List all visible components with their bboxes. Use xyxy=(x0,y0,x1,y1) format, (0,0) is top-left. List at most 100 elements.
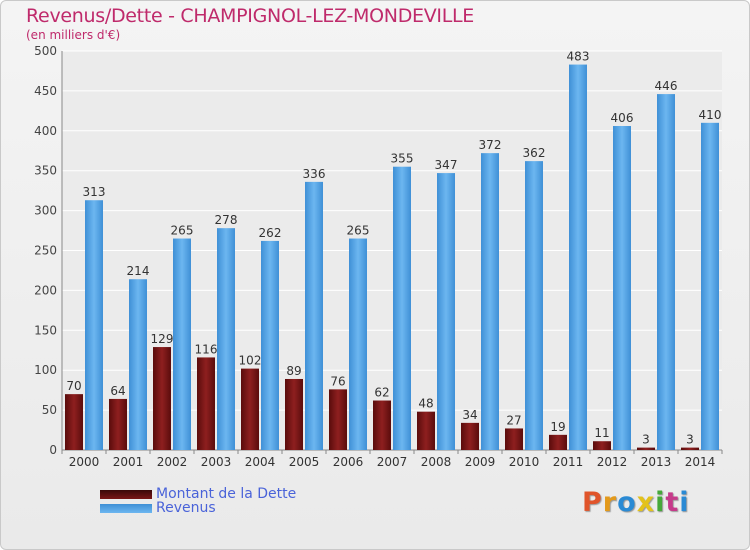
x-tick-label: 2000 xyxy=(69,455,100,469)
data-label-revenus-2003: 278 xyxy=(215,213,238,227)
data-label-dette-2000: 70 xyxy=(66,379,81,393)
x-tick-label: 2006 xyxy=(333,455,364,469)
bar-revenus-2013 xyxy=(657,94,675,450)
data-label-revenus-2000: 313 xyxy=(83,185,106,199)
x-tick-label: 2012 xyxy=(597,455,628,469)
bar-revenus-2007 xyxy=(393,166,411,450)
data-label-revenus-2004: 262 xyxy=(259,226,282,240)
bar-dette-2010 xyxy=(505,428,523,450)
bar-dette-2014 xyxy=(681,447,699,450)
chart-title: Revenus/Dette - CHAMPIGNOL-LEZ-MONDEVILL… xyxy=(26,5,475,27)
data-label-revenus-2002: 265 xyxy=(171,224,194,238)
bar-dette-2008 xyxy=(417,411,435,450)
data-label-revenus-2009: 372 xyxy=(479,138,502,152)
logo-letter: i xyxy=(655,487,666,518)
data-label-dette-2013: 3 xyxy=(642,433,650,447)
bar-dette-2011 xyxy=(549,434,567,450)
legend-label-revenus: Revenus xyxy=(156,500,216,516)
y-tick-label: 0 xyxy=(49,443,57,457)
bar-revenus-2005 xyxy=(305,181,323,450)
y-tick-label: 500 xyxy=(34,44,57,58)
bar-revenus-2003 xyxy=(217,228,235,450)
data-label-dette-2010: 27 xyxy=(506,413,521,427)
bar-revenus-2010 xyxy=(525,161,543,450)
y-tick-label: 150 xyxy=(34,323,57,337)
data-label-revenus-2011: 483 xyxy=(567,50,590,64)
data-label-revenus-2012: 406 xyxy=(611,111,634,125)
y-tick-label: 250 xyxy=(34,244,57,258)
bar-revenus-2008 xyxy=(437,173,455,450)
bar-revenus-2006 xyxy=(349,238,367,450)
data-label-dette-2005: 89 xyxy=(286,364,301,378)
data-label-revenus-2013: 446 xyxy=(655,79,678,93)
x-tick-label: 2014 xyxy=(685,455,716,469)
bar-dette-2003 xyxy=(197,357,215,450)
bar-dette-2012 xyxy=(593,441,611,450)
logo-letter: P xyxy=(582,487,603,518)
bar-revenus-2009 xyxy=(481,153,499,451)
x-tick-label: 2008 xyxy=(421,455,452,469)
bar-revenus-2002 xyxy=(173,238,191,450)
bar-revenus-2001 xyxy=(129,279,147,450)
bar-dette-2004 xyxy=(241,368,259,450)
data-label-dette-2012: 11 xyxy=(594,426,609,440)
legend-swatch-dette xyxy=(100,490,152,499)
logo-letter: o xyxy=(617,487,637,518)
data-label-dette-2004: 102 xyxy=(239,354,262,368)
data-label-revenus-2014: 410 xyxy=(699,108,722,122)
data-label-dette-2001: 64 xyxy=(110,384,125,398)
data-label-dette-2006: 76 xyxy=(330,374,345,388)
y-tick-label: 400 xyxy=(34,124,57,138)
data-label-dette-2009: 34 xyxy=(462,408,477,422)
bar-revenus-2000 xyxy=(85,200,103,450)
logo-letter: t xyxy=(665,487,680,518)
y-tick-label: 300 xyxy=(34,204,57,218)
x-tick-label: 2001 xyxy=(113,455,144,469)
proxiti-logo: Proxiti xyxy=(582,487,690,518)
bar-dette-2013 xyxy=(637,447,655,450)
bar-dette-2002 xyxy=(153,347,171,450)
bar-dette-2006 xyxy=(329,389,347,450)
x-tick-label: 2004 xyxy=(245,455,276,469)
x-tick-label: 2005 xyxy=(289,455,320,469)
chart-subtitle: (en milliers d'€) xyxy=(26,28,121,42)
x-tick-label: 2002 xyxy=(157,455,188,469)
data-label-revenus-2010: 362 xyxy=(523,146,546,160)
data-label-dette-2008: 48 xyxy=(418,397,433,411)
data-label-revenus-2005: 336 xyxy=(303,167,326,181)
data-label-revenus-2006: 265 xyxy=(347,224,370,238)
legend-label-dette: Montant de la Dette xyxy=(156,486,297,502)
bar-dette-2005 xyxy=(285,378,303,450)
bar-revenus-2014 xyxy=(701,122,719,450)
logo-letter: r xyxy=(602,487,618,518)
x-tick-label: 2010 xyxy=(509,455,540,469)
bar-dette-2001 xyxy=(109,398,127,450)
data-label-dette-2014: 3 xyxy=(686,433,694,447)
logo-letter: x xyxy=(636,487,656,518)
bar-revenus-2012 xyxy=(613,126,631,451)
x-tick-label: 2013 xyxy=(641,455,672,469)
bar-dette-2007 xyxy=(373,400,391,450)
data-label-dette-2011: 19 xyxy=(550,420,565,434)
y-tick-label: 100 xyxy=(34,363,57,377)
bar-dette-2000 xyxy=(65,394,83,450)
logo-letter: i xyxy=(679,487,690,518)
data-label-revenus-2007: 355 xyxy=(391,152,414,166)
y-tick-label: 450 xyxy=(34,84,57,98)
x-tick-label: 2011 xyxy=(553,455,584,469)
x-tick-label: 2003 xyxy=(201,455,232,469)
legend-swatch-revenus xyxy=(100,504,152,513)
y-tick-label: 200 xyxy=(34,283,57,297)
x-tick-label: 2009 xyxy=(465,455,496,469)
bar-revenus-2004 xyxy=(261,240,279,450)
y-tick-label: 350 xyxy=(34,164,57,178)
data-label-revenus-2001: 214 xyxy=(127,264,150,278)
data-label-dette-2003: 116 xyxy=(195,342,218,356)
x-tick-label: 2007 xyxy=(377,455,408,469)
y-tick-label: 50 xyxy=(42,403,57,417)
bar-dette-2009 xyxy=(461,422,479,450)
bar-revenus-2011 xyxy=(569,64,587,450)
data-label-dette-2007: 62 xyxy=(374,386,389,400)
data-label-dette-2002: 129 xyxy=(151,332,174,346)
